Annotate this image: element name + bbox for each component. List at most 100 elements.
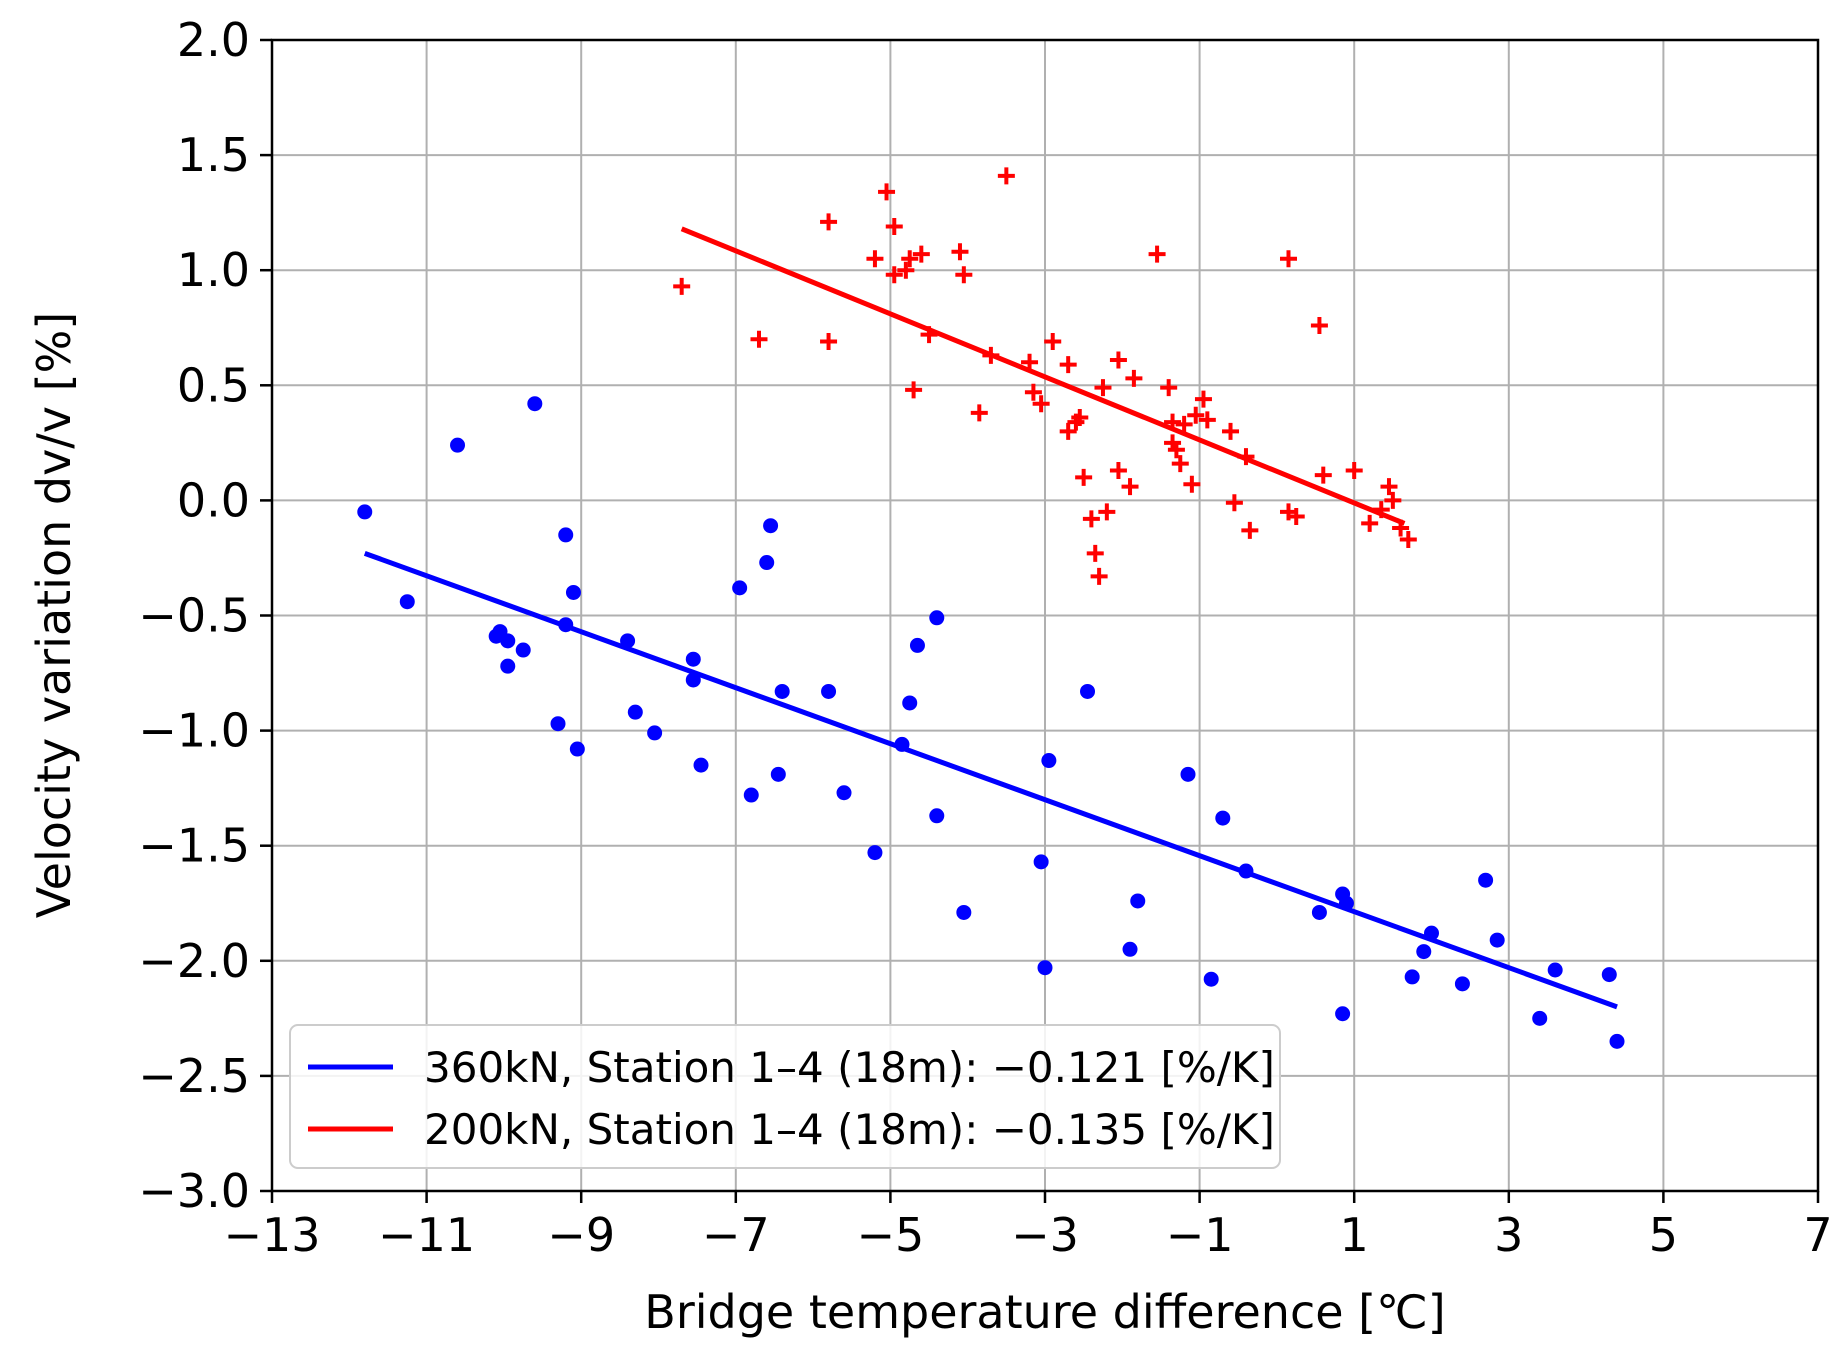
data-point-360kn <box>902 695 918 711</box>
y-tick-label: −0.5 <box>138 589 250 643</box>
data-point-360kn <box>1037 960 1053 976</box>
fit-line-360kn <box>363 550 1618 1010</box>
data-point-200kn <box>1125 369 1143 387</box>
data-point-200kn <box>1279 250 1297 268</box>
data-point-200kn <box>1059 422 1077 440</box>
data-point-200kn <box>750 330 768 348</box>
data-point-200kn <box>1392 519 1410 537</box>
data-point-360kn <box>1080 683 1096 699</box>
data-point-200kn <box>955 266 973 284</box>
x-tick-label: 3 <box>1494 1208 1523 1262</box>
data-point-360kn <box>1203 971 1219 987</box>
legend-label-200kn: 200kN, Station 1–4 (18m): −0.135 [%/K] <box>424 1105 1275 1154</box>
data-point-200kn <box>1024 383 1042 401</box>
data-point-360kn <box>1547 962 1563 978</box>
data-point-200kn <box>1399 531 1417 549</box>
x-tick-label: −13 <box>223 1208 320 1262</box>
data-point-360kn <box>1404 969 1420 985</box>
data-point-200kn <box>673 277 691 295</box>
data-point-200kn <box>1160 379 1178 397</box>
data-point-200kn <box>878 183 896 201</box>
data-point-360kn <box>1424 925 1439 941</box>
data-point-360kn <box>1338 895 1354 911</box>
data-point-360kn <box>685 651 701 667</box>
data-point-200kn <box>1198 411 1216 429</box>
data-point-200kn <box>866 250 884 268</box>
data-point-200kn <box>1109 351 1127 369</box>
x-tick-label: 7 <box>1803 1208 1832 1262</box>
data-point-200kn <box>820 213 838 231</box>
data-point-200kn <box>1225 494 1243 512</box>
x-tick-label: −11 <box>378 1208 475 1262</box>
data-point-200kn <box>1287 508 1305 526</box>
data-point-200kn <box>1194 390 1212 408</box>
data-point-200kn <box>1167 441 1185 459</box>
data-point-200kn <box>820 333 838 351</box>
data-point-360kn <box>929 610 945 626</box>
data-point-200kn <box>1361 514 1379 532</box>
data-point-360kn <box>1180 766 1196 782</box>
data-point-200kn <box>1032 395 1050 413</box>
data-point-360kn <box>1609 1033 1625 1049</box>
y-tick-label: −2.5 <box>138 1049 250 1103</box>
fit-line-200kn <box>680 226 1406 526</box>
data-point-360kn <box>620 633 636 649</box>
data-point-360kn <box>1416 944 1432 960</box>
fit-lines <box>363 226 1618 1010</box>
x-tick-label: −1 <box>1166 1208 1234 1262</box>
x-tick-label: −3 <box>1011 1208 1079 1262</box>
data-point-200kn <box>1372 501 1390 519</box>
data-point-360kn <box>500 633 516 649</box>
data-point-200kn <box>1082 510 1100 528</box>
data-point-360kn <box>565 584 581 600</box>
data-point-200kn <box>1175 415 1193 433</box>
data-point-200kn <box>1164 413 1182 431</box>
y-tick-label: 1.5 <box>177 128 250 182</box>
data-point-360kn <box>732 580 748 596</box>
data-point-200kn <box>982 346 1000 364</box>
data-point-200kn <box>1098 503 1116 521</box>
data-point-360kn <box>836 785 852 801</box>
data-points <box>357 167 1625 1049</box>
data-point-200kn <box>1044 333 1062 351</box>
data-point-200kn <box>1187 406 1205 424</box>
data-point-360kn <box>956 904 972 920</box>
data-point-200kn <box>997 167 1015 185</box>
y-tick-label: −3.0 <box>138 1164 250 1218</box>
data-point-360kn <box>693 757 709 773</box>
data-point-200kn <box>885 266 903 284</box>
data-point-360kn <box>569 741 585 757</box>
data-point-360kn <box>821 683 837 699</box>
data-point-200kn <box>1090 567 1108 585</box>
data-point-360kn <box>550 716 566 732</box>
data-point-200kn <box>1059 356 1077 374</box>
data-point-360kn <box>1130 893 1146 909</box>
x-tick-label: −5 <box>856 1208 924 1262</box>
data-point-360kn <box>399 594 415 610</box>
data-point-360kn <box>1238 863 1254 879</box>
data-point-200kn <box>1241 521 1259 539</box>
data-point-200kn <box>901 250 919 268</box>
data-point-360kn <box>867 845 883 861</box>
data-point-360kn <box>929 808 945 824</box>
y-tick-label: 1.0 <box>177 243 250 297</box>
y-tick-label: −2.0 <box>138 934 250 988</box>
data-point-200kn <box>970 404 988 422</box>
data-point-360kn <box>558 527 574 543</box>
y-tick-label: 0.5 <box>177 358 250 412</box>
y-tick-label: 2.0 <box>177 13 250 67</box>
data-point-200kn <box>897 261 915 279</box>
data-point-360kn <box>1454 976 1470 992</box>
data-point-360kn <box>1489 932 1505 948</box>
x-tick-label: −7 <box>702 1208 770 1262</box>
data-point-360kn <box>909 637 925 653</box>
data-point-360kn <box>1122 941 1138 957</box>
data-point-200kn <box>951 243 969 261</box>
data-point-200kn <box>1183 475 1201 493</box>
data-point-200kn <box>1171 455 1189 473</box>
x-tick-label: −9 <box>547 1208 615 1262</box>
data-point-200kn <box>1384 491 1402 509</box>
data-point-360kn <box>1215 810 1231 826</box>
data-point-360kn <box>759 555 775 571</box>
